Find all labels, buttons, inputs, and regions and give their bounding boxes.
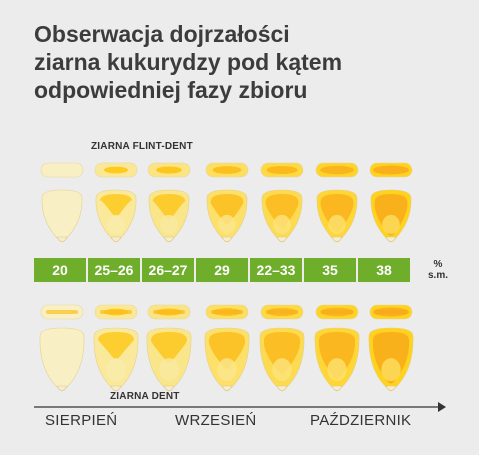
moisture-cell-4: 29 bbox=[196, 258, 248, 282]
flint-dent-tip-cap-5 bbox=[276, 236, 288, 242]
flint-dent-kernel-fill-2 bbox=[99, 194, 133, 217]
dent-tip-cap-5 bbox=[276, 385, 288, 391]
flint-dent-germ-4 bbox=[218, 214, 236, 234]
timeline-arrowhead bbox=[438, 402, 446, 412]
title-line-2: ziarna kukurydzy pod kątem bbox=[34, 49, 343, 75]
flint-dent-germ-7 bbox=[382, 214, 400, 234]
flint-dent-top-core-5 bbox=[266, 165, 298, 175]
flint-dent-germ-5 bbox=[273, 214, 291, 234]
dent-tip-cap-3 bbox=[163, 385, 175, 391]
dent-tip-cap-1 bbox=[56, 385, 68, 391]
moisture-bar: 20 25–26 26–27 29 22–33 35 38 bbox=[34, 258, 410, 282]
flint-dent-tip-cap-7 bbox=[385, 236, 397, 242]
title-line-1: Obserwacja dojrzałości bbox=[34, 21, 290, 47]
month-august: SIERPIEŃ bbox=[45, 412, 118, 429]
moisture-cell-6: 35 bbox=[304, 258, 356, 282]
flint-dent-top-view-1 bbox=[40, 162, 84, 178]
dent-tip-cap-4 bbox=[221, 385, 233, 391]
dent-tip-cap-2 bbox=[110, 385, 122, 391]
flint-dent-label: ZIARNA FLINT-DENT bbox=[91, 141, 193, 152]
dent-kernel-fill-5 bbox=[263, 332, 301, 374]
dent-germ-3 bbox=[159, 358, 179, 382]
dent-dent-crease-2 bbox=[100, 310, 132, 314]
dent-tip-cap-7 bbox=[385, 385, 397, 391]
dent-germ-2 bbox=[106, 358, 126, 382]
dent-dent-crease-7 bbox=[375, 310, 407, 314]
dent-tip-cap-6 bbox=[331, 385, 343, 391]
month-september: WRZESIEŃ bbox=[175, 412, 257, 429]
moisture-cell-1: 20 bbox=[34, 258, 86, 282]
flint-dent-top-core-4 bbox=[212, 166, 242, 174]
unit-dry-matter: s.m. bbox=[427, 270, 448, 281]
dent-dent-crease-1 bbox=[46, 310, 78, 314]
dent-germ-1 bbox=[52, 358, 72, 382]
flint-dent-kernel-fill-3 bbox=[152, 194, 186, 219]
dent-dent-crease-4 bbox=[211, 310, 243, 314]
dent-kernel-fill-3 bbox=[150, 332, 188, 363]
moisture-unit: % s.m. bbox=[418, 259, 458, 281]
dent-dent-crease-5 bbox=[266, 310, 298, 314]
dent-dent-crease-6 bbox=[321, 310, 353, 314]
title-line-3: odpowiedniej fazy zbioru bbox=[34, 77, 308, 103]
flint-dent-kernel-fill-5 bbox=[265, 194, 299, 228]
dent-germ-4 bbox=[217, 358, 237, 382]
flint-dent-germ-3 bbox=[160, 214, 178, 234]
dent-dent-crease-3 bbox=[153, 310, 185, 314]
flint-dent-tip-cap-4 bbox=[221, 236, 233, 242]
flint-dent-tip-cap-1 bbox=[56, 236, 68, 242]
flint-dent-top-core-3 bbox=[156, 166, 182, 174]
flint-dent-germ-1 bbox=[53, 214, 71, 234]
dent-germ-7 bbox=[381, 358, 401, 382]
page-title: Obserwacja dojrzałości ziarna kukurydzy … bbox=[34, 20, 474, 104]
dent-germ-5 bbox=[272, 358, 292, 382]
dent-kernel-fill-2 bbox=[97, 332, 135, 360]
moisture-cell-3: 26–27 bbox=[142, 258, 194, 282]
flint-dent-germ-2 bbox=[107, 214, 125, 234]
flint-dent-tip-cap-3 bbox=[163, 236, 175, 242]
dent-label: ZIARNA DENT bbox=[110, 391, 180, 402]
flint-dent-top-core-2 bbox=[104, 166, 128, 174]
moisture-cell-5: 22–33 bbox=[250, 258, 302, 282]
dent-germ-6 bbox=[327, 358, 347, 382]
month-october: PAŹDZIERNIK bbox=[310, 412, 412, 429]
flint-dent-tip-cap-2 bbox=[110, 236, 122, 242]
moisture-cell-7: 38 bbox=[358, 258, 410, 282]
dent-kernel-fill-4 bbox=[208, 332, 246, 370]
flint-dent-germ-6 bbox=[328, 214, 346, 234]
flint-dent-tip-cap-6 bbox=[331, 236, 343, 242]
flint-dent-kernel-fill-4 bbox=[210, 194, 244, 225]
flint-dent-top-core-7 bbox=[373, 165, 409, 175]
timeline: SIERPIEŃ WRZESIEŃ PAŹDZIERNIK bbox=[0, 412, 479, 436]
unit-percent: % bbox=[433, 259, 443, 270]
flint-dent-top-core-6 bbox=[320, 165, 354, 175]
moisture-cell-2: 25–26 bbox=[88, 258, 140, 282]
